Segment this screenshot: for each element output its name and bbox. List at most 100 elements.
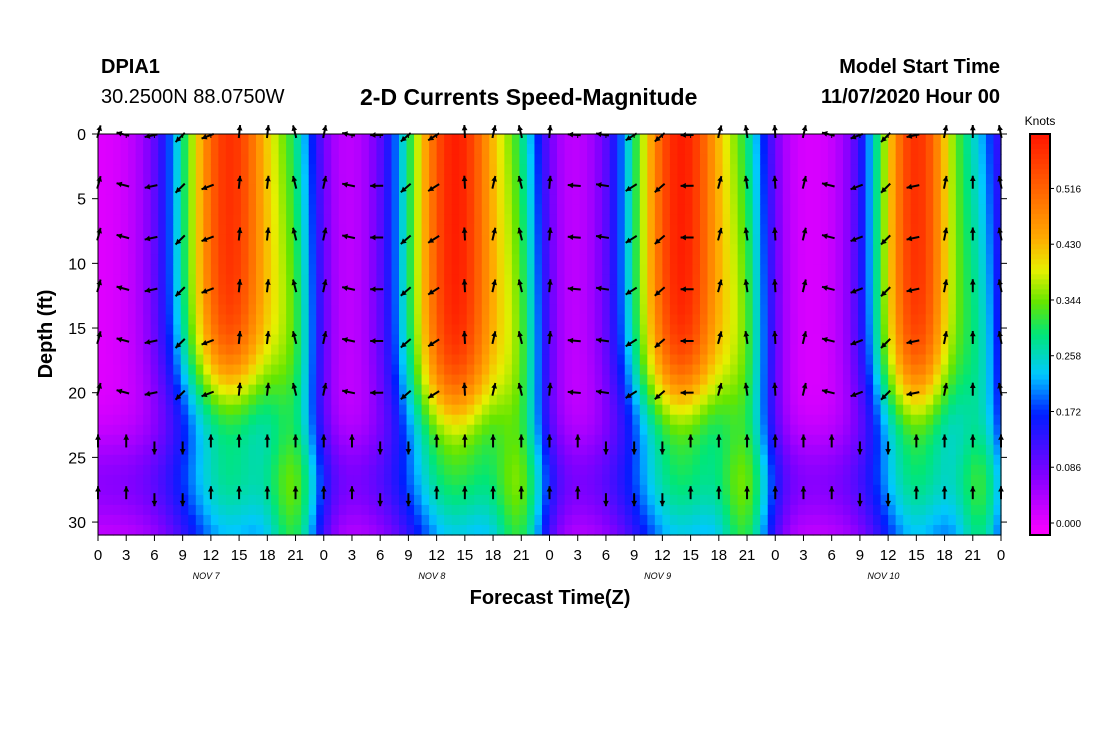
heatmap-cell	[895, 284, 904, 296]
heatmap-cell	[684, 144, 694, 155]
heatmap-cell	[105, 194, 114, 205]
heatmap-cell	[173, 284, 182, 296]
heatmap-cell	[669, 314, 679, 326]
heatmap-cell	[873, 204, 882, 215]
heatmap-cell	[128, 494, 137, 506]
heatmap-cell	[993, 354, 1002, 366]
heatmap-cell	[368, 504, 378, 516]
heatmap-cell	[970, 304, 980, 316]
heatmap-cell	[180, 214, 189, 225]
heatmap-cell	[406, 204, 415, 215]
heatmap-cell	[775, 324, 784, 336]
heatmap-cell	[534, 394, 543, 406]
heatmap-cell	[722, 294, 731, 306]
heatmap-cell	[271, 144, 280, 155]
heatmap-cell	[120, 164, 129, 175]
heatmap-cell	[526, 504, 536, 516]
heatmap-cell	[820, 214, 829, 225]
heatmap-cell	[361, 214, 370, 225]
heatmap-cell	[135, 404, 144, 416]
heatmap-cell	[406, 324, 415, 336]
heatmap-cell	[286, 414, 295, 426]
heatmap-cell	[323, 284, 332, 296]
heatmap-cell	[579, 134, 588, 145]
heatmap-cell	[895, 194, 904, 205]
heatmap-cell	[421, 174, 430, 185]
heatmap-cell	[240, 494, 250, 506]
heatmap-cell	[737, 434, 746, 446]
heatmap-cell	[587, 474, 596, 486]
heatmap-cell	[459, 394, 468, 406]
heatmap-cell	[504, 494, 513, 506]
heatmap-cell	[466, 414, 475, 426]
heatmap-cell	[466, 514, 475, 526]
heatmap-cell	[722, 384, 731, 396]
heatmap-cell	[158, 354, 167, 366]
heatmap-cell	[98, 304, 107, 316]
heatmap-cell	[805, 444, 814, 456]
heatmap-cell	[444, 524, 453, 536]
heatmap-cell	[203, 324, 212, 336]
heatmap-cell	[105, 254, 114, 265]
heatmap-cell	[383, 214, 393, 225]
current-arrow	[349, 486, 355, 500]
heatmap-cell	[225, 304, 235, 316]
heatmap-cell	[632, 354, 641, 366]
heatmap-cell	[541, 274, 551, 285]
heatmap-cell	[594, 154, 603, 165]
heatmap-cell	[489, 344, 498, 356]
heatmap-cell	[406, 484, 415, 496]
heatmap-cell	[105, 244, 114, 255]
heatmap-cell	[511, 334, 521, 346]
heatmap-cell	[541, 444, 551, 456]
heatmap-cell	[346, 494, 355, 506]
heatmap-cell	[511, 224, 521, 235]
heatmap-cell	[669, 394, 679, 406]
heatmap-cell	[406, 394, 415, 406]
heatmap-cell	[203, 464, 212, 476]
heatmap-cell	[391, 464, 400, 476]
heatmap-cell	[925, 524, 934, 536]
heatmap-cell	[113, 134, 122, 145]
heatmap-cell	[203, 364, 212, 376]
heatmap-cell	[421, 274, 430, 285]
heatmap-cell	[662, 274, 671, 285]
heatmap-cell	[963, 214, 972, 225]
heatmap-cell	[338, 354, 347, 366]
heatmap-cell	[496, 244, 505, 255]
heatmap-cell	[165, 324, 174, 336]
heatmap-cell	[549, 324, 558, 336]
heatmap-cell	[692, 364, 701, 376]
heatmap-cell	[203, 474, 212, 486]
heatmap-cell	[737, 304, 746, 316]
heatmap-cell	[240, 404, 250, 416]
heatmap-cell	[925, 184, 934, 195]
heatmap-cell	[489, 274, 498, 285]
heatmap-cell	[797, 324, 806, 336]
heatmap-cell	[135, 324, 144, 336]
heatmap-cell	[835, 134, 844, 145]
heatmap-cell	[308, 144, 317, 155]
heatmap-cell	[767, 514, 776, 526]
heatmap-cell	[489, 394, 498, 406]
heatmap-cell	[812, 214, 822, 225]
current-arrow	[236, 434, 242, 448]
heatmap-cell	[790, 524, 799, 536]
heatmap-cell	[451, 234, 460, 245]
heatmap-cell	[722, 414, 731, 426]
heatmap-cell	[248, 204, 257, 215]
heatmap-cell	[549, 294, 558, 306]
heatmap-cell	[707, 214, 716, 225]
heatmap-cell	[745, 284, 754, 296]
heatmap-cell	[782, 214, 791, 225]
heatmap-cell	[346, 464, 355, 476]
heatmap-cell	[647, 204, 656, 215]
heatmap-cell	[993, 384, 1002, 396]
heatmap-cell	[609, 394, 618, 406]
heatmap-cell	[496, 434, 505, 446]
heatmap-cell	[225, 254, 235, 265]
heatmap-cell	[466, 324, 475, 336]
heatmap-cell	[715, 154, 724, 165]
heatmap-cell	[647, 164, 656, 175]
